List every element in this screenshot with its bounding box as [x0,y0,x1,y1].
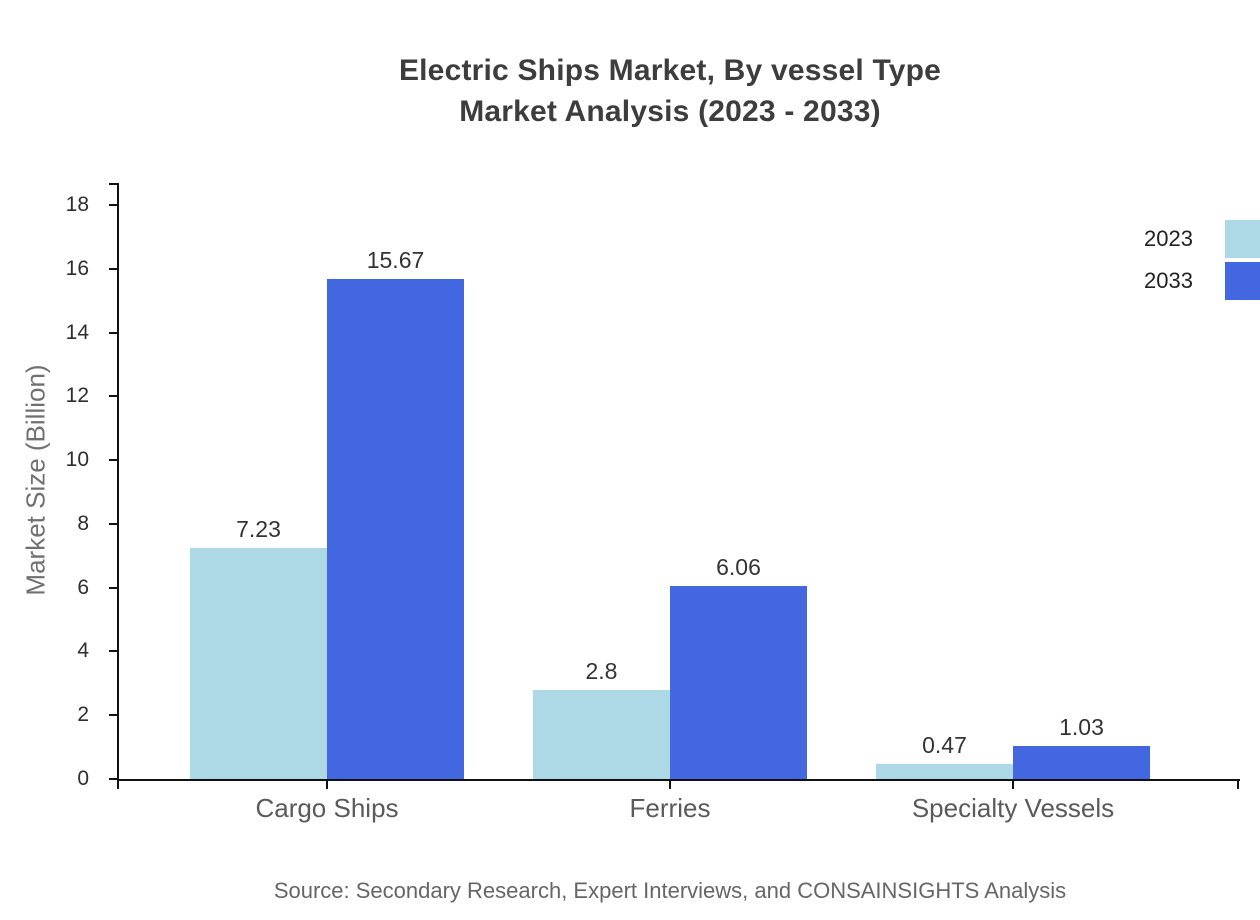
bar-2023 [876,764,1013,779]
y-tick-label: 4 [77,639,89,662]
legend: 2023 2033 [1144,220,1260,300]
x-tick [1012,781,1014,789]
y-axis [117,183,119,781]
y-tick [109,778,117,780]
y-tick [109,204,117,206]
value-label: 6.06 [716,554,761,580]
y-tick [109,459,117,461]
y-tick [109,587,117,589]
x-tick [669,781,671,789]
source-note: Source: Secondary Research, Expert Inter… [273,878,1067,903]
y-tick [109,523,117,525]
y-tick-label: 14 [65,321,89,344]
y-tick-label: 0 [77,767,89,790]
chart-title: Electric Ships Market, By vessel Type Ma… [80,50,1260,132]
legend-label: 2033 [1144,268,1193,293]
category-label: Cargo Ships [255,793,399,823]
chart-title-line1: Electric Ships Market, By vessel Type [398,54,942,87]
y-tick [109,268,117,270]
bar-2033 [670,586,807,779]
category-label: Specialty Vessels [911,793,1115,823]
y-tick [109,714,117,716]
y-tick-label: 18 [65,193,89,216]
y-tick-label: 6 [77,576,89,599]
y-tick-label: 12 [65,384,89,407]
y-tick-label: 10 [65,448,89,471]
y-tick-label: 8 [77,512,89,535]
chart-title-line2: Market Analysis (2023 - 2033) [459,95,881,128]
bar-2033 [1013,746,1150,779]
x-axis-end-tick [1237,781,1239,789]
y-tick [109,650,117,652]
legend-item-2023: 2023 [1144,220,1260,258]
category-label: Ferries [629,793,711,823]
x-axis-start-tick [117,781,119,789]
legend-swatch [1225,220,1260,258]
y-tick [109,332,117,334]
legend-swatch [1225,262,1260,300]
legend-label: 2023 [1144,226,1193,251]
y-axis-end-tick [109,183,117,185]
y-tick [109,395,117,397]
y-tick-label: 16 [65,257,89,280]
value-label: 1.03 [1059,714,1104,740]
value-label: 0.47 [922,732,967,758]
bar-2033 [327,279,464,779]
value-label: 2.8 [585,658,618,684]
legend-item-2033: 2033 [1144,262,1260,300]
y-tick-label: 2 [77,703,89,726]
x-axis [117,779,1240,781]
value-label: 7.23 [236,516,281,542]
value-label: 15.67 [366,247,425,273]
bar-2023 [190,548,327,779]
bar-2023 [533,690,670,779]
x-tick [326,781,328,789]
